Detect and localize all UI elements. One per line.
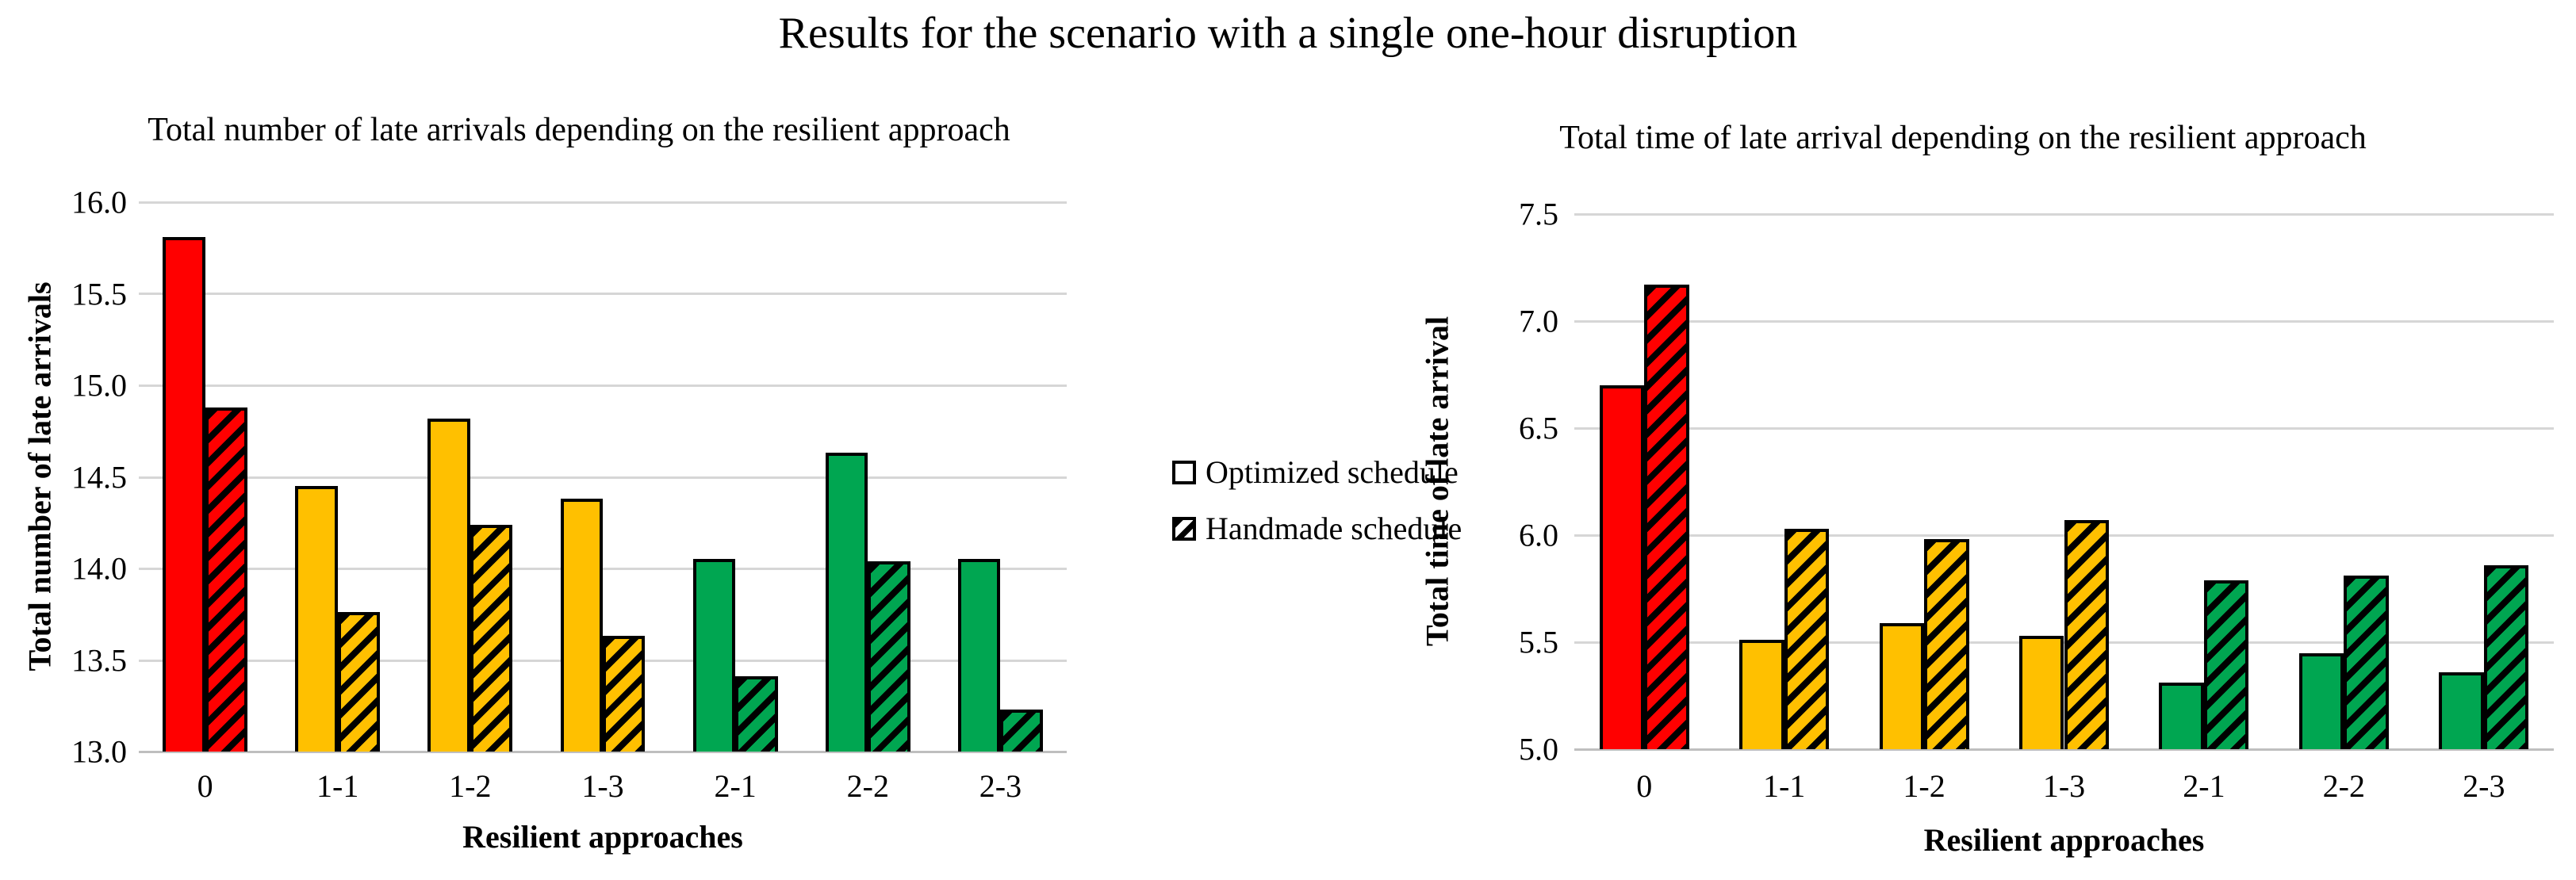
gridline [1574,320,2554,323]
x-tick-label: 2-2 [2322,768,2366,804]
gridline [1574,427,2554,430]
bar-handmade-2-1 [2203,580,2249,749]
bar-handmade-1-3 [603,636,646,752]
y-tick-label: 16.0 [71,184,127,220]
bar-optimized-1-1 [1739,640,1784,749]
figure-title: Results for the scenario with a single o… [778,9,1798,58]
x-tick-label: 2-3 [2463,768,2505,804]
x-axis-line [1574,748,2554,751]
gridline [139,567,1067,570]
legend-label-handmade: Handmade schedule [1206,511,1462,546]
x-tick-label: 2-1 [714,768,757,804]
y-tick-label: 5.5 [1519,624,1558,660]
handmade-schedule-marker-icon [1172,516,1196,541]
gridline [139,384,1067,387]
y-tick-label: 14.0 [71,550,127,587]
y-tick-label: 6.5 [1519,410,1558,446]
bar-optimized-1-2 [1879,622,1925,749]
bar-optimized-2-2 [825,453,868,752]
y-axis-ticks: 16.0 15.5 15.0 14.5 14.0 13.5 13.0 [24,185,127,770]
x-tick-label: 2-2 [846,768,889,804]
legend: Optimized schedule Handmade schedule [1172,453,1462,566]
y-tick-label: 7.5 [1519,196,1558,232]
y-tick-label: 7.0 [1519,303,1558,339]
bar-optimized-2-3 [2439,671,2484,749]
bar-handmade-2-1 [735,676,778,752]
bar-handmade-2-2 [868,561,910,752]
gridline [139,293,1067,296]
chart-title: Total time of late arrival depending on … [1559,120,2367,156]
x-tick-label: 0 [1636,768,1653,804]
x-axis-title: Resilient approaches [462,819,743,855]
bar-optimized-1-1 [295,486,338,752]
bar-optimized-1-3 [2019,635,2064,749]
chart-title: Total number of late arrivals depending … [148,112,1010,148]
bar-handmade-2-2 [2344,576,2389,749]
bar-optimized-1-2 [427,418,470,752]
plot-area [139,201,1067,753]
x-tick-label: 0 [197,768,213,804]
x-axis-line [139,751,1067,753]
y-tick-label: 14.5 [71,459,127,495]
legend-item-optimized: Optimized schedule [1172,453,1462,491]
x-tick-label: 1-3 [2042,768,2086,804]
x-tick-label: 1-1 [1762,768,1806,804]
bar-handmade-2-3 [1000,709,1043,752]
bar-handmade-0 [205,407,248,752]
x-axis-title: Resilient approaches [1923,822,2205,858]
bar-optimized-1-3 [560,499,603,752]
x-tick-label: 2-3 [979,768,1022,804]
y-tick-label: 15.5 [71,276,127,312]
x-tick-label: 1-1 [316,768,359,804]
optimized-schedule-marker-icon [1172,460,1196,484]
x-tick-label: 2-1 [2183,768,2225,804]
plot-area [1574,213,2554,751]
bar-optimized-2-3 [957,559,1001,752]
y-tick-label: 15.0 [71,367,127,404]
y-tick-label: 13.0 [71,733,127,770]
bar-handmade-0 [1644,285,1689,749]
bar-optimized-2-1 [692,559,736,752]
bar-handmade-1-1 [1784,528,1830,749]
bar-optimized-0 [163,236,205,752]
bar-handmade-1-3 [2064,520,2109,749]
y-tick-label: 6.0 [1519,517,1558,553]
bar-optimized-2-2 [2298,652,2344,749]
bar-optimized-0 [1599,385,1645,749]
gridline [1574,213,2554,216]
legend-label-optimized: Optimized schedule [1206,454,1459,490]
bar-handmade-1-1 [337,612,381,752]
x-axis-ticks: 0 1-1 1-2 1-3 2-1 2-2 2-3 [1574,767,2554,815]
y-axis-ticks: 7.5 7.0 6.5 6.0 5.5 5.0 [1463,197,1558,767]
bar-handmade-1-2 [470,524,513,752]
gridline [139,476,1067,479]
bar-handmade-2-3 [2483,564,2529,749]
legend-item-handmade: Handmade schedule [1172,510,1462,547]
x-axis-ticks: 0 1-1 1-2 1-3 2-1 2-2 2-3 [139,767,1067,815]
bar-optimized-2-1 [2159,683,2204,749]
x-tick-label: 1-2 [449,768,492,804]
y-tick-label: 5.0 [1519,731,1558,767]
x-tick-label: 1-3 [581,768,624,804]
gridline [139,201,1067,204]
x-tick-label: 1-2 [1903,768,1945,804]
bar-handmade-1-2 [1924,539,1969,749]
y-tick-label: 13.5 [71,642,127,678]
